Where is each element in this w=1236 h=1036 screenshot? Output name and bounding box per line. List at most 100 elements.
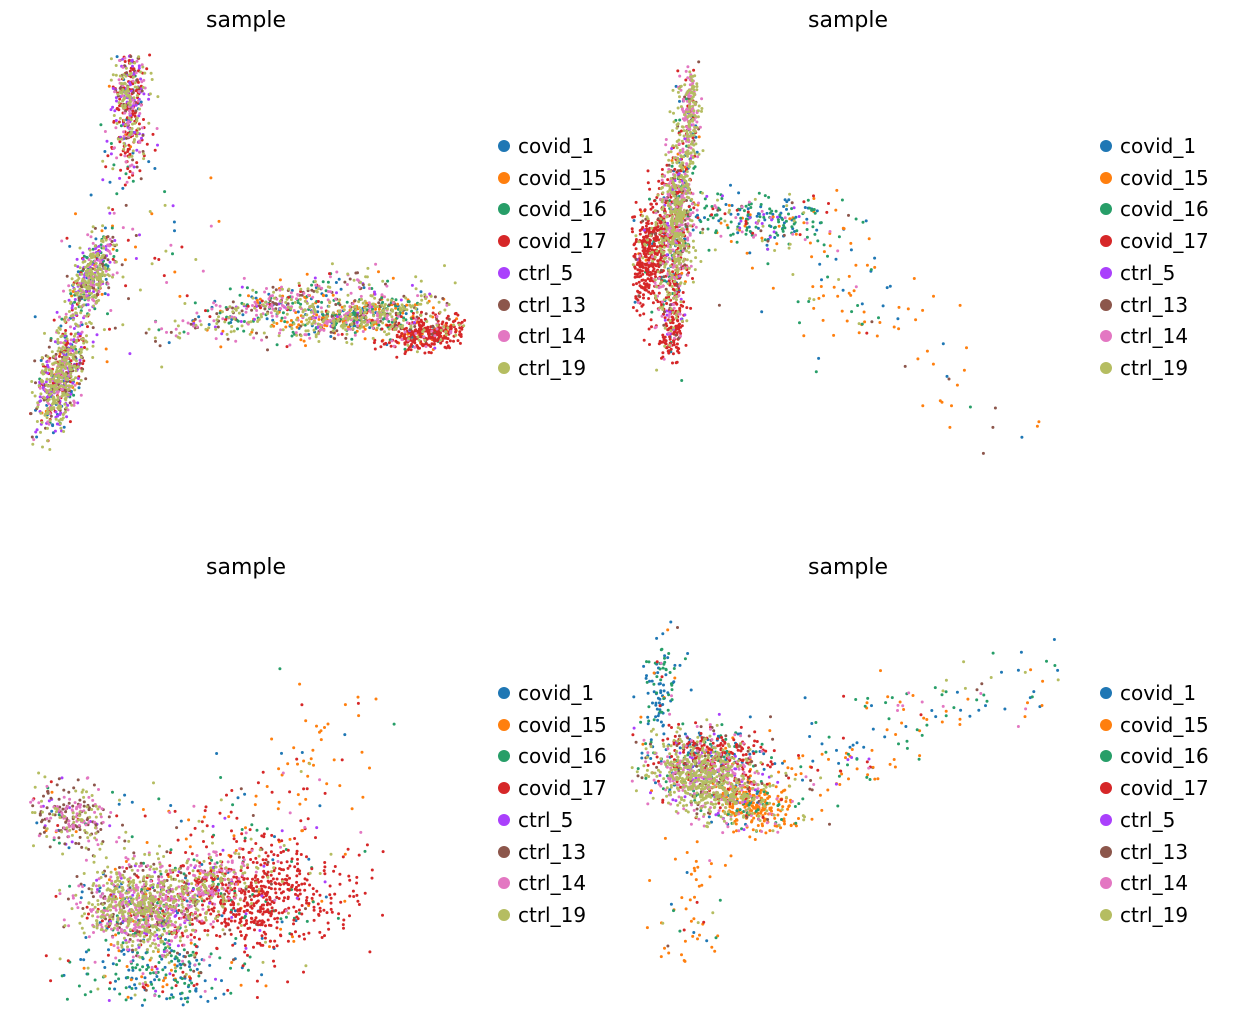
scatter-point: [788, 217, 792, 221]
scatter-point: [680, 198, 684, 202]
scatter-point: [950, 404, 953, 408]
scatter-point: [46, 365, 50, 369]
scatter-point: [763, 194, 767, 198]
scatter-point: [85, 334, 88, 338]
scatter-point: [726, 226, 730, 230]
scatter-point: [80, 272, 84, 276]
scatter-point: [647, 290, 651, 294]
scatter-point: [115, 156, 119, 160]
scatter-point: [955, 383, 959, 387]
scatter-point: [665, 253, 669, 257]
scatter-point: [121, 186, 125, 190]
scatter-point: [878, 321, 882, 324]
scatter-point: [672, 318, 675, 321]
scatter-point: [147, 160, 151, 164]
scatter-point: [71, 283, 75, 287]
scatter-point: [857, 322, 861, 326]
scatter-point: [745, 228, 749, 232]
scatter-point: [57, 419, 61, 423]
scatter-point: [677, 290, 681, 294]
scatter-point: [291, 301, 295, 305]
scatter-point: [30, 435, 34, 439]
scatter-point: [275, 303, 279, 306]
scatter-point: [811, 220, 815, 224]
scatter-point: [785, 204, 789, 208]
scatter-point: [642, 293, 645, 297]
scatter-point: [173, 319, 177, 323]
scatter-point: [192, 324, 196, 328]
scatter-point: [647, 327, 651, 331]
scatter-point: [113, 326, 117, 330]
scatter-point: [36, 405, 40, 409]
scatter-point: [914, 318, 918, 322]
scatter-point: [826, 254, 829, 258]
scatter-point: [675, 342, 679, 346]
scatter-point: [664, 229, 668, 233]
scatter-point: [53, 361, 57, 365]
scatter-point: [648, 343, 651, 346]
scatter-point: [85, 347, 89, 351]
scatter-point: [328, 272, 331, 276]
scatter-point: [633, 272, 637, 276]
scatter-point: [212, 301, 216, 305]
scatter-point: [695, 88, 699, 92]
scatter-point: [275, 314, 279, 318]
scatter-point: [707, 248, 711, 252]
scatter-point: [637, 290, 641, 294]
scatter-point: [649, 202, 653, 206]
scatter-point: [155, 127, 159, 130]
scatter-point: [723, 212, 727, 216]
scatter-point: [58, 413, 62, 416]
scatter-point: [415, 350, 419, 354]
scatter-point: [74, 347, 78, 351]
legend-marker-icon: [498, 140, 510, 152]
scatter-point: [158, 344, 162, 348]
scatter-point: [689, 259, 693, 263]
scatter-point: [791, 273, 795, 276]
scatter-point: [86, 281, 90, 285]
scatter-point: [634, 295, 638, 299]
scatter-point: [80, 337, 84, 341]
scatter-point: [124, 203, 128, 207]
scatter-point: [131, 106, 135, 110]
scatter-point: [265, 317, 269, 321]
scatter-point: [154, 320, 157, 324]
scatter-point: [631, 283, 635, 287]
scatter-point: [147, 327, 151, 331]
legend-marker-icon: [498, 330, 510, 343]
scatter-point: [422, 335, 426, 339]
scatter-point: [257, 304, 261, 308]
scatter-point: [806, 198, 810, 202]
scatter-point: [83, 259, 87, 263]
scatter-point: [671, 287, 675, 291]
scatter-point: [650, 226, 654, 230]
scatter-point: [678, 118, 682, 122]
scatter-point: [692, 109, 696, 113]
scatter-point: [371, 321, 375, 325]
scatter-point: [139, 103, 143, 107]
scatter-point: [682, 99, 686, 103]
scatter-point: [360, 297, 363, 301]
scatter-point: [666, 178, 670, 182]
scatter-point: [431, 324, 435, 328]
scatter-point: [322, 318, 326, 322]
scatter-point: [289, 298, 293, 302]
scatter-point: [662, 214, 666, 218]
scatter-point: [371, 302, 375, 306]
scatter-point: [68, 342, 72, 346]
scatter-point: [281, 304, 284, 307]
scatter-point: [49, 339, 53, 342]
scatter-point: [678, 95, 681, 99]
scatter-point: [854, 217, 858, 221]
scatter-point: [133, 114, 137, 118]
scatter-point: [61, 385, 65, 389]
scatter-point: [744, 219, 748, 223]
scatter-point: [309, 304, 313, 308]
scatter-point: [171, 204, 175, 208]
scatter-point: [869, 268, 873, 272]
scatter-point: [687, 110, 691, 114]
scatter-point: [736, 212, 740, 216]
scatter-point: [675, 126, 679, 130]
scatter-point: [765, 211, 769, 215]
scatter-point: [812, 306, 816, 310]
